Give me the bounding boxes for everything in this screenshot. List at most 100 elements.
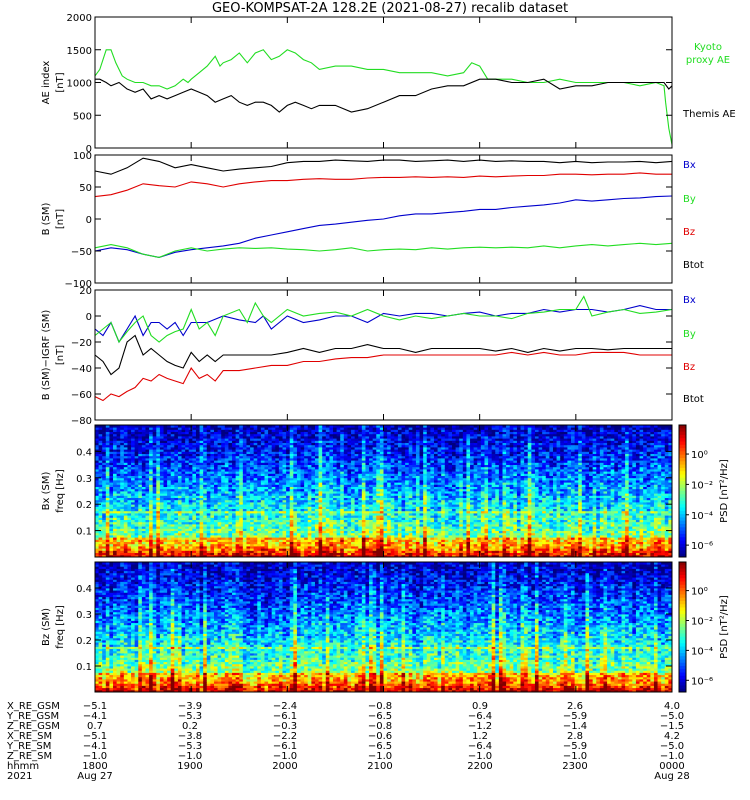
heatmap-cell [387,552,392,556]
heatmap-cell [123,495,128,498]
heatmap-cell [293,497,298,501]
heatmap-cell [253,455,258,459]
heatmap-cell [116,532,121,536]
heatmap-cell [167,495,172,498]
heatmap-cell [206,447,211,450]
heatmap-cell [235,440,240,443]
heatmap-cell [304,447,309,450]
heatmap-cell [365,464,370,468]
heatmap-cell [379,480,384,483]
heatmap-cell [167,528,172,531]
heatmap-cell [192,451,197,454]
heatmap-cell [131,537,136,540]
heatmap-cell [188,488,193,492]
heatmap-cell [127,510,132,514]
heatmap-cell [361,475,366,479]
heatmap-cell [239,486,244,490]
heatmap-cell [372,508,377,512]
heatmap-cell [354,462,359,465]
heatmap-cell [271,539,276,542]
heatmap-cell [300,431,305,435]
heatmap-cell [293,486,298,490]
heatmap-cell [177,537,182,540]
heatmap-cell [228,548,233,551]
heatmap-cell [206,539,211,542]
heatmap-cell [383,449,388,452]
heatmap-cell [264,473,269,476]
heatmap-cell [376,537,381,540]
heatmap-cell [141,491,146,494]
heatmap-cell [293,451,298,454]
heatmap-cell [343,475,348,479]
heatmap-cell [379,548,384,551]
heatmap-cell [271,484,276,487]
heatmap-cell [167,471,172,474]
heatmap-cell [271,473,276,476]
heatmap-cell [98,552,103,556]
heatmap-cell [98,440,103,443]
heatmap-cell [286,473,291,476]
heatmap-cell [257,484,262,487]
heatmap-cell [318,504,323,507]
heatmap-cell [134,524,139,527]
heatmap-cell [257,471,262,474]
heatmap-cell [105,515,110,518]
heatmap-cell [329,484,334,487]
heatmap-cell [120,510,125,514]
heatmap-cell [268,451,273,454]
heatmap-cell [239,480,244,483]
heatmap-cell [289,427,294,430]
heatmap-cell [188,466,193,470]
heatmap-cell [131,504,136,507]
heatmap-cell [149,539,154,542]
heatmap-cell [98,482,103,485]
heatmap-cell [235,480,240,483]
heatmap-cell [127,517,132,520]
heatmap-cell [206,513,211,516]
heatmap-cell [383,482,388,485]
heatmap-cell [181,510,186,514]
series-line-by [94,295,673,344]
heatmap-cell [365,526,370,529]
heatmap-cell [242,491,247,494]
heatmap-cell [203,455,208,459]
heatmap-cell [376,517,381,520]
heatmap-cell [185,504,190,507]
heatmap-cell [369,537,374,540]
heatmap-cell [307,548,312,551]
heatmap-cell [325,521,330,525]
heatmap-cell [376,488,381,492]
heatmap-cell [314,517,319,520]
heatmap-cell [282,440,287,443]
heatmap-cell [314,548,319,551]
heatmap-cell [123,535,128,538]
heatmap-cell [113,466,118,470]
heatmap-cell [203,451,208,454]
heatmap-cell [289,530,294,534]
heatmap-cell [307,433,312,437]
heatmap-cell [224,469,229,472]
heatmap-cell [354,510,359,514]
heatmap-cell [387,539,392,542]
heatmap-cell [152,541,157,545]
heatmap-cell [351,543,356,547]
heatmap-cell [289,499,294,503]
heatmap-cell [192,449,197,452]
heatmap-cell [379,436,384,439]
heatmap-cell [102,458,107,461]
heatmap-cell [123,499,128,503]
heatmap-cell [170,499,175,503]
heatmap-cell [217,528,222,531]
heatmap-cell [120,506,125,509]
heatmap-cell [358,466,363,470]
heatmap-cell [127,535,132,538]
heatmap-cell [221,438,226,441]
heatmap-cell [293,475,298,479]
heatmap-cell [109,444,114,448]
heatmap-cell [120,517,125,520]
heatmap-cell [120,552,125,556]
heatmap-cell [214,475,219,479]
heatmap-cell [336,464,341,468]
heatmap-cell [192,515,197,518]
heatmap-cell [203,502,208,505]
